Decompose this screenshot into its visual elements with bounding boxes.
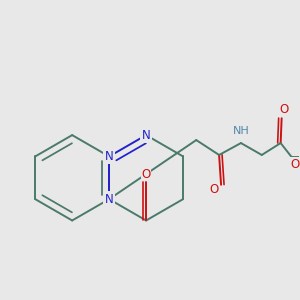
Text: N: N [142, 129, 151, 142]
Text: O: O [209, 183, 218, 196]
Text: O: O [290, 158, 299, 171]
Text: O: O [142, 168, 151, 181]
Text: O: O [279, 103, 289, 116]
Text: N: N [105, 150, 113, 163]
Text: NH: NH [232, 126, 249, 136]
Text: N: N [105, 193, 113, 206]
